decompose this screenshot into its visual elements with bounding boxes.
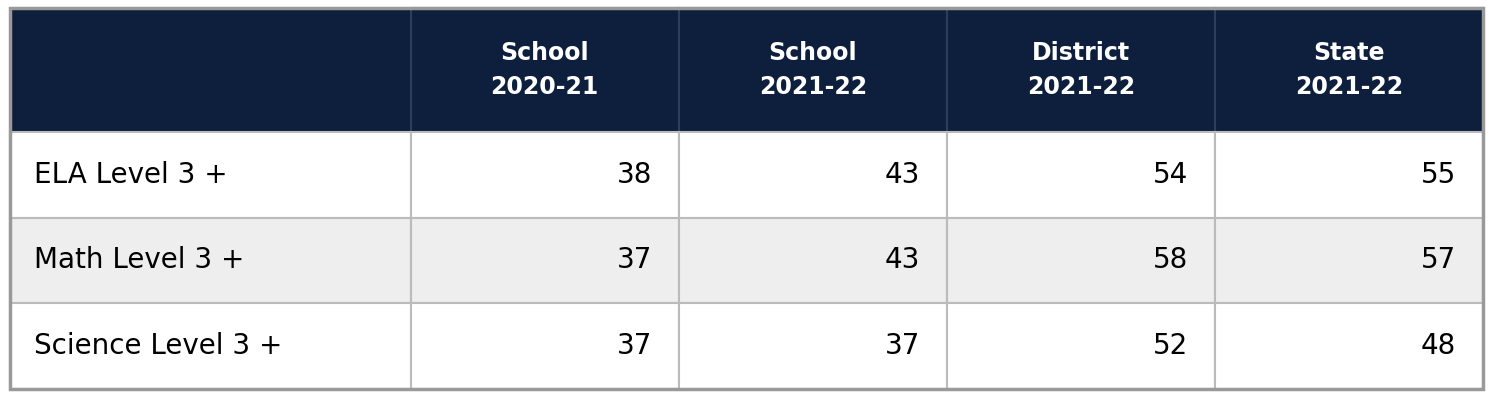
- Bar: [1215, 218, 1483, 303]
- Bar: [947, 8, 1215, 132]
- Bar: [1215, 8, 1483, 132]
- Text: 2021-22: 2021-22: [758, 75, 867, 99]
- Bar: [10, 218, 411, 303]
- Text: 2021-22: 2021-22: [1294, 75, 1403, 99]
- Text: School: School: [769, 40, 857, 65]
- Text: District: District: [1032, 40, 1130, 65]
- Bar: [679, 132, 947, 218]
- Bar: [1215, 303, 1483, 389]
- Text: 2020-21: 2020-21: [491, 75, 599, 99]
- Bar: [947, 303, 1215, 389]
- Text: State: State: [1314, 40, 1384, 65]
- Bar: [947, 218, 1215, 303]
- Bar: [411, 132, 679, 218]
- Text: 57: 57: [1421, 247, 1456, 274]
- Bar: [411, 303, 679, 389]
- Text: School: School: [500, 40, 590, 65]
- Text: 58: 58: [1153, 247, 1188, 274]
- Text: 55: 55: [1421, 161, 1456, 189]
- Text: 2021-22: 2021-22: [1027, 75, 1135, 99]
- Bar: [10, 8, 411, 132]
- Bar: [679, 218, 947, 303]
- Bar: [411, 8, 679, 132]
- Text: 54: 54: [1153, 161, 1188, 189]
- Text: ELA Level 3 +: ELA Level 3 +: [34, 161, 227, 189]
- Bar: [679, 303, 947, 389]
- Bar: [947, 132, 1215, 218]
- Text: Math Level 3 +: Math Level 3 +: [34, 247, 245, 274]
- Text: 37: 37: [617, 247, 652, 274]
- Text: 37: 37: [885, 332, 920, 360]
- Bar: [411, 218, 679, 303]
- Text: 43: 43: [885, 247, 920, 274]
- Text: Science Level 3 +: Science Level 3 +: [34, 332, 282, 360]
- Bar: [679, 8, 947, 132]
- Bar: [10, 132, 411, 218]
- Text: 37: 37: [617, 332, 652, 360]
- Bar: [10, 303, 411, 389]
- Text: 48: 48: [1421, 332, 1456, 360]
- Text: 43: 43: [885, 161, 920, 189]
- Text: 38: 38: [617, 161, 652, 189]
- Text: 52: 52: [1153, 332, 1188, 360]
- Bar: [1215, 132, 1483, 218]
